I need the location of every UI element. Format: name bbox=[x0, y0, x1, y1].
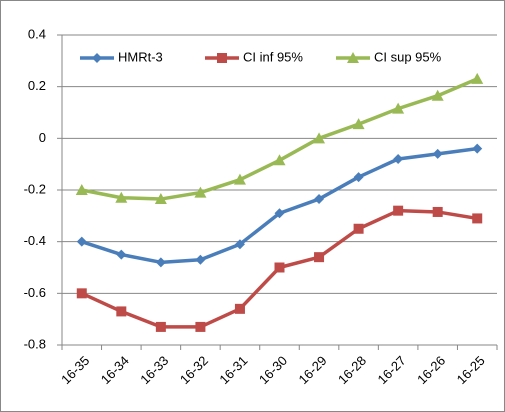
data-point bbox=[472, 213, 483, 224]
legend-bg bbox=[332, 49, 460, 67]
data-point bbox=[353, 223, 364, 234]
y-tick-label: -0.6 bbox=[24, 285, 46, 300]
data-point bbox=[116, 249, 127, 260]
data-point bbox=[195, 254, 206, 265]
data-point bbox=[155, 257, 166, 268]
y-tick-label: 0.2 bbox=[28, 78, 46, 93]
data-point bbox=[116, 306, 127, 317]
data-point bbox=[314, 252, 325, 263]
legend-marker bbox=[217, 53, 227, 63]
data-point bbox=[393, 205, 404, 216]
data-point bbox=[274, 262, 285, 273]
data-point bbox=[431, 89, 444, 101]
data-point bbox=[353, 172, 364, 183]
data-point bbox=[471, 72, 484, 84]
data-point bbox=[472, 143, 483, 154]
legend-marker bbox=[92, 53, 102, 63]
legend-bg bbox=[76, 49, 188, 67]
data-point bbox=[314, 194, 325, 205]
y-tick-label: 0.4 bbox=[28, 26, 46, 41]
legend-label: CI sup 95% bbox=[374, 49, 442, 64]
data-point bbox=[115, 191, 128, 203]
y-tick-label: -0.2 bbox=[24, 181, 46, 196]
data-point bbox=[274, 208, 285, 219]
data-point bbox=[76, 236, 87, 247]
data-point bbox=[233, 173, 246, 185]
data-point bbox=[194, 186, 207, 198]
data-point bbox=[393, 154, 404, 164]
data-point bbox=[432, 148, 443, 159]
data-point bbox=[154, 193, 167, 205]
data-point bbox=[76, 288, 87, 299]
legend-label: CI inf 95% bbox=[243, 49, 303, 64]
data-point bbox=[234, 239, 245, 250]
data-point bbox=[195, 321, 206, 332]
data-point bbox=[432, 206, 443, 217]
data-point bbox=[273, 154, 286, 166]
legend-marker bbox=[347, 52, 359, 63]
data-point bbox=[75, 184, 88, 195]
y-tick-label: 0 bbox=[39, 130, 46, 145]
legend-bg bbox=[201, 49, 329, 67]
data-point bbox=[155, 321, 166, 332]
y-tick-label: -0.4 bbox=[24, 233, 46, 248]
y-tick-label: -0.8 bbox=[24, 336, 46, 351]
data-point bbox=[234, 303, 245, 314]
data-point bbox=[352, 118, 365, 130]
legend-label: HMRt-3 bbox=[118, 49, 163, 64]
data-point bbox=[392, 102, 405, 114]
data-point bbox=[313, 132, 326, 144]
